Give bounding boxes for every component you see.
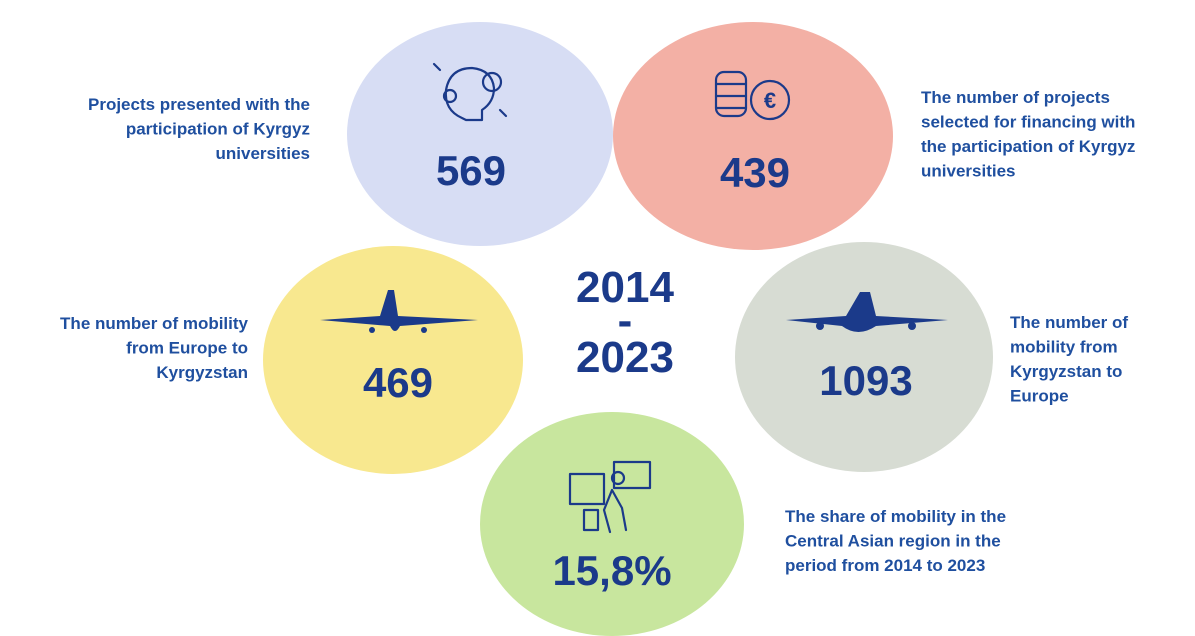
stat-label: The number of projects selected for finan…	[921, 88, 1135, 181]
label-line: Europe	[1010, 387, 1069, 406]
stat-label: The share of mobility in the Central Asia…	[785, 507, 1006, 575]
stat-label: The number of mobility from Europe to Kyrg…	[60, 314, 248, 382]
circle-kg-europe	[735, 242, 993, 472]
circle-financed	[613, 22, 893, 250]
period-separator: -	[618, 296, 633, 345]
label-line: the participation of Kyrgyz	[921, 137, 1135, 156]
stat-value: 1093	[819, 357, 912, 404]
stat-value: 569	[436, 147, 506, 194]
period-start: 2014	[576, 263, 674, 312]
icon-traveller	[568, 460, 652, 534]
icon-euro: €	[764, 88, 776, 113]
label-line: universities	[216, 144, 311, 163]
label-line: Central Asian region in the	[785, 532, 1001, 551]
icon-plane-2	[786, 292, 948, 332]
label-line: Projects presented with the	[88, 95, 310, 114]
label-line: The share of mobility in the	[785, 507, 1006, 526]
period-end: 2023	[576, 333, 674, 382]
circle-projects	[347, 22, 613, 246]
label-line: period from 2014 to 2023	[785, 556, 985, 575]
label-line: The number of mobility	[60, 314, 248, 333]
label-line: The number of projects	[921, 88, 1110, 107]
icon-idea	[432, 62, 508, 122]
stat-value: 469	[363, 359, 433, 406]
circle-europe-kg	[263, 246, 523, 474]
items: 569 Projects presented with the participat…	[60, 88, 1135, 594]
label-line: selected for financing with	[921, 113, 1135, 132]
stat-label: The number of mobility from Kyrgyzstan to E…	[1010, 313, 1128, 406]
stat-value: 439	[720, 149, 790, 196]
icon-coins: €	[714, 70, 791, 121]
label-line: from Europe to	[126, 339, 248, 358]
label-line: The number of	[1010, 313, 1128, 332]
label-line: mobility from	[1010, 338, 1118, 357]
stat-label: Projects presented with the participation…	[88, 95, 310, 163]
stat-value: 15,8%	[552, 547, 671, 594]
icon-plane-1	[320, 290, 478, 333]
label-line: universities	[921, 162, 1016, 181]
label-line: Kyrgyzstan to	[1010, 362, 1122, 381]
label-line: Kyrgyzstan	[156, 363, 248, 382]
circle-share	[480, 412, 744, 636]
label-line: participation of Kyrgyz	[126, 120, 310, 139]
